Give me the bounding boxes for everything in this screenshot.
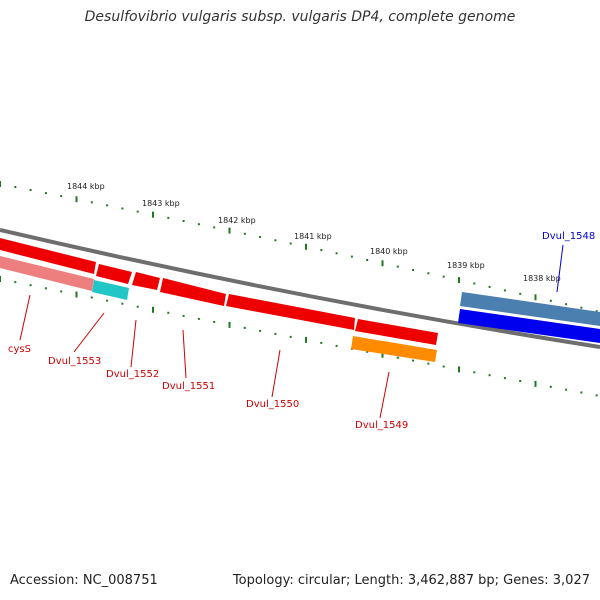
map-title: Desulfovibrio vulgaris subsp. vulgaris D… [84,9,516,25]
gene-bar-cysS-rna[interactable] [0,256,94,291]
callout-line-dvul-1552 [130,319,137,368]
gene-arrow-dvul-1552[interactable] [132,272,160,290]
gene-label-dvul-1548[interactable]: Dvul_1548 [542,231,595,242]
callout-line-dvul-1553 [73,312,105,353]
scale-label-1838: 1838 kbp [523,274,561,283]
gene-label-dvul-1552[interactable]: Dvul_1552 [106,369,159,380]
gene-label-dvul-1549[interactable]: Dvul_1549 [355,420,408,431]
scale-label-1844: 1844 kbp [67,182,105,191]
genome-stats-footer: Topology: circular; Length: 3,462,887 bp… [232,573,590,588]
scale-label-1843: 1843 kbp [142,199,180,208]
genome-backbone [0,228,600,349]
gene-label-dvul-1553[interactable]: Dvul_1553 [48,356,101,367]
scale-label-1839: 1839 kbp [447,261,485,270]
gene-arrow-cysS-forward[interactable] [0,238,96,274]
callout-line-cysS [19,294,31,341]
gene-arrow-dvul-1550[interactable] [226,294,355,330]
scale-label-1840: 1840 kbp [370,247,408,256]
accession-footer: Accession: NC_008751 [10,573,158,588]
gene-label-cysS[interactable]: cysS [8,344,31,355]
scale-label-1841: 1841 kbp [294,232,332,241]
gene-label-dvul-1550[interactable]: Dvul_1550 [246,399,299,410]
gene-label-dvul-1551[interactable]: Dvul_1551 [162,381,215,392]
scale-label-1842: 1842 kbp [218,216,256,225]
gene-bar-orange[interactable] [351,336,437,362]
callout-line-dvul-1551 [182,329,187,379]
gene-arrow-dvul-1549[interactable] [355,319,438,345]
outer-scale-ticks [0,181,598,313]
gene-arrow-dvul-1551[interactable] [160,278,226,306]
gene-bar-dvul-1548-steel[interactable] [460,292,600,326]
gene-bar-cyan[interactable] [92,280,129,300]
callout-line-dvul-1549 [379,371,390,419]
callout-line-dvul-1550 [271,349,281,398]
callout-line-dvul-1548 [556,244,564,293]
gene-bar-dvul-1548-blue[interactable] [458,309,600,343]
gene-arrow-dvul-1553[interactable] [96,264,132,284]
